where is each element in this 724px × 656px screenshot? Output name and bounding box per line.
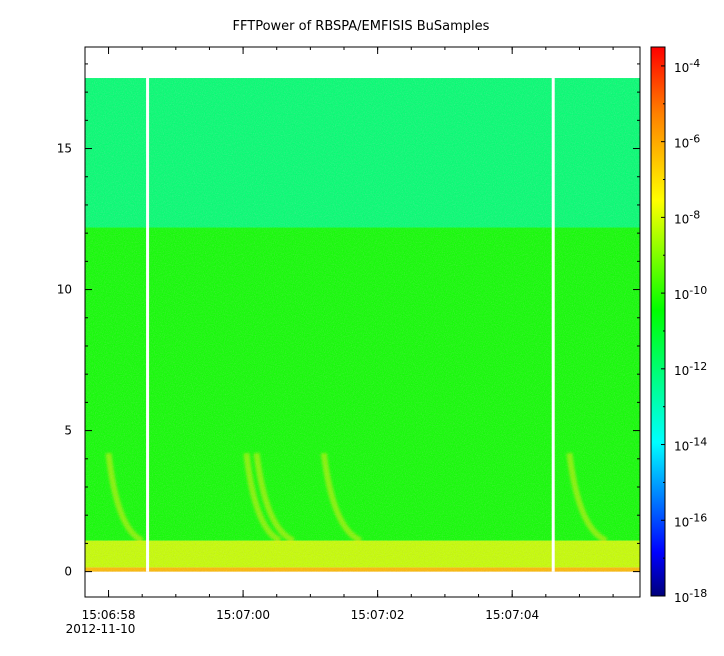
plot-frame (84, 46, 641, 598)
x-tick-label: 15:07:02 (351, 608, 405, 622)
data-gap-1 (551, 78, 555, 572)
y-tick-label: 15 (57, 142, 72, 156)
x-tick-label: 15:07:00 (216, 608, 270, 622)
y-tick-label: 5 (64, 424, 72, 438)
chart-title: FFTPower of RBSPA/EMFISIS BuSamples (233, 19, 490, 34)
y-tick-label: 10 (57, 283, 72, 297)
colorbar-tick-label: 10-10 (674, 284, 707, 302)
y-tick-label: 0 (64, 565, 72, 579)
colorbar-tick-label: 10-14 (674, 436, 707, 454)
noise-texture (85, 78, 640, 572)
colorbar-tick-label: 10-18 (674, 587, 707, 605)
colorbar-tick-label: 10-8 (674, 208, 700, 226)
data-gap-0 (146, 78, 150, 572)
colorbar-gradient (650, 46, 666, 597)
spectrogram-image (85, 78, 640, 572)
colorbar-tick-label: 10-6 (674, 133, 700, 151)
colorbar: 10-4 10-6 10-8 10-10 10-12 10-14 10-16 10-18 (650, 46, 707, 605)
x-tick-sublabel: 2012-11-10 (66, 622, 136, 636)
colorbar-tick-label: 10-12 (674, 360, 707, 378)
colorbar-tick-label: 10-16 (674, 511, 707, 529)
x-tick-label: 15:06:58 (82, 608, 136, 622)
x-tick-label: 15:07:04 (485, 608, 539, 622)
colorbar-tick-label: 10-4 (674, 57, 700, 75)
